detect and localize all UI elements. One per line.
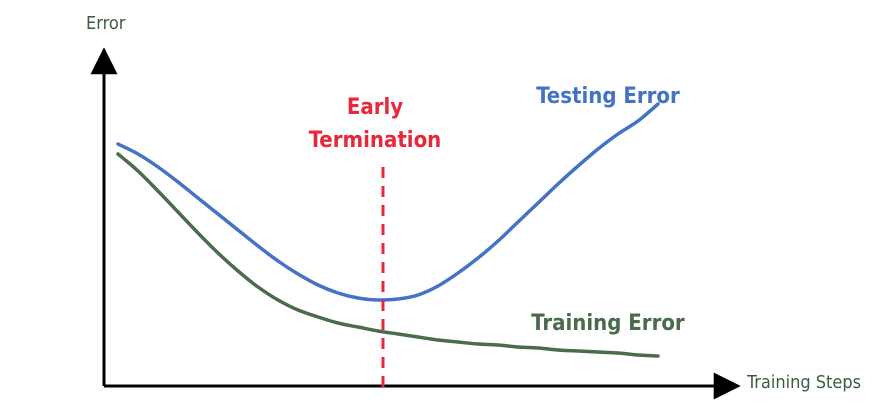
series-layer — [116, 102, 660, 358]
training-error-line — [116, 152, 660, 358]
x-axis-label: Training Steps — [746, 372, 861, 393]
early-termination-label-line1: Early — [347, 95, 403, 120]
y-axis-label: Error — [86, 13, 126, 34]
early-termination-label-line2: Termination — [309, 128, 442, 153]
testing-error-line — [116, 102, 660, 302]
testing-error-label: Testing Error — [536, 84, 680, 109]
training-error-label: Training Error — [531, 311, 685, 336]
